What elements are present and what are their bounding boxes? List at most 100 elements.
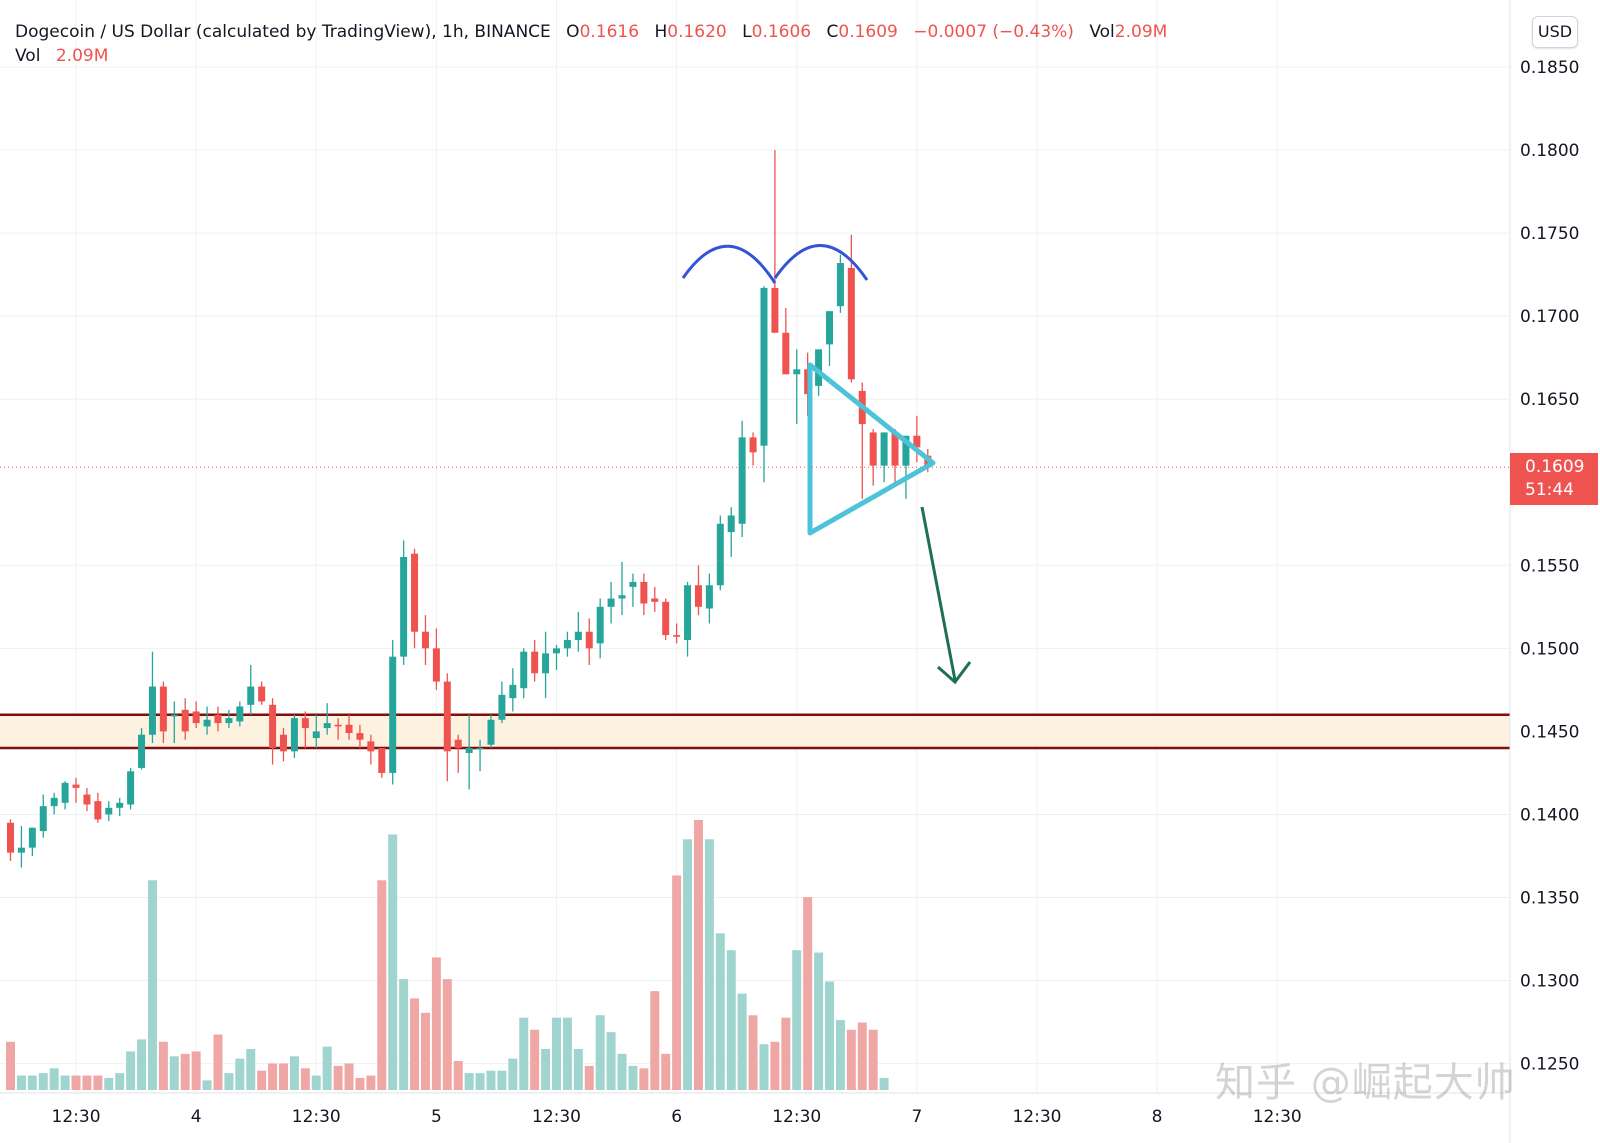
volume-bar: [115, 1073, 125, 1090]
volume-bar: [857, 1022, 867, 1090]
candle-body: [629, 581, 637, 587]
candle-body: [749, 437, 757, 453]
legend-open-value: 0.1616: [579, 22, 640, 42]
legend-open-label: O: [566, 22, 580, 42]
volume-bar: [224, 1073, 234, 1090]
volume-bar: [530, 1029, 540, 1090]
time-tick-label: 12:30: [772, 1107, 821, 1127]
candle-body: [280, 734, 287, 752]
candle-body: [432, 648, 440, 682]
last-price-tag: 0.1609 51:44: [1510, 453, 1598, 505]
volume-bar: [770, 1041, 780, 1090]
volume-bar: [726, 950, 736, 1090]
candle-body: [574, 631, 582, 641]
support-zone: [0, 714, 1510, 749]
candle-body: [94, 801, 102, 820]
volume-bar: [104, 1077, 114, 1090]
volume-bar: [71, 1075, 81, 1090]
volume-bar: [672, 875, 682, 1090]
candle-body: [28, 827, 36, 848]
volume-bar: [420, 1012, 430, 1090]
volume-bar: [431, 957, 441, 1090]
candle-body: [662, 601, 670, 636]
candle-body: [127, 771, 135, 805]
volume-bar: [82, 1075, 92, 1090]
legend-title: Dogecoin / US Dollar (calculated by Trad…: [15, 22, 551, 42]
candle-body: [585, 631, 593, 649]
candle-body: [356, 733, 364, 740]
time-tick-label: 4: [191, 1107, 202, 1127]
candle-body: [411, 553, 419, 632]
time-tick-label: 5: [431, 1107, 442, 1127]
volume-study-value: 2.09M: [55, 46, 109, 66]
volume-bar: [628, 1065, 638, 1090]
volume-bar: [158, 1041, 168, 1090]
volume-bar: [279, 1063, 288, 1090]
volume-bar: [235, 1058, 245, 1090]
volume-bar: [650, 991, 660, 1090]
volume-bar: [835, 1020, 845, 1090]
price-axis[interactable]: 0.1850 0.1800 0.1750 0.1700 0.1650 0.1550 0.15…: [1520, 58, 1579, 1075]
volume-bar: [519, 1017, 529, 1090]
candle-body: [83, 794, 91, 805]
candle-body: [116, 802, 124, 808]
volume-bar: [617, 1053, 627, 1090]
candle-body: [39, 806, 47, 832]
volume-bar: [475, 1073, 485, 1090]
volume-bar: [759, 1044, 769, 1090]
candle-body: [214, 714, 222, 724]
watermark-text: 知乎 @崛起大帅: [1215, 1060, 1516, 1106]
candles: [7, 150, 932, 868]
volume-bar: [606, 1032, 616, 1090]
volume-bar: [38, 1073, 48, 1090]
volume-bar: [399, 979, 409, 1090]
volume-bar: [442, 979, 452, 1090]
candle-body: [465, 748, 473, 753]
legend-row-volume: Vol 2.09M: [15, 44, 1167, 68]
volume-bar: [333, 1065, 343, 1090]
candle-body: [236, 706, 244, 722]
volume-bar: [508, 1058, 518, 1090]
candle-body: [389, 656, 397, 773]
volume-bar: [573, 1049, 583, 1090]
candle-body: [181, 709, 189, 732]
price-tick-label: 0.1450: [1520, 722, 1579, 742]
volume-bar: [792, 950, 802, 1090]
legend-row-main: Dogecoin / US Dollar (calculated by Trad…: [15, 20, 1167, 44]
candle-body: [105, 807, 113, 815]
legend-vol-label: Vol: [1089, 22, 1115, 42]
time-tick-label: 12:30: [292, 1107, 341, 1127]
volume-bar: [180, 1053, 190, 1090]
candle-body: [727, 515, 735, 533]
candle-body: [651, 598, 659, 602]
price-tick-label: 0.1550: [1520, 556, 1579, 576]
candle-body: [225, 718, 233, 724]
volume-bar: [846, 1029, 856, 1090]
grid-lines: [0, 0, 1510, 1093]
down-arrow-head: [937, 661, 972, 685]
volume-bar: [60, 1075, 70, 1090]
volume-bar: [147, 880, 157, 1090]
right-top-arc: [773, 244, 869, 281]
candle-body: [312, 731, 320, 739]
price-tick-label: 0.1750: [1520, 224, 1579, 244]
candle-body: [684, 585, 692, 641]
volume-bar: [803, 897, 813, 1090]
volume-bar: [584, 1065, 594, 1090]
volume-bar: [453, 1061, 463, 1090]
price-tick-label: 0.1700: [1520, 307, 1579, 327]
candle-body: [170, 714, 178, 717]
volume-bar: [639, 1068, 649, 1090]
volume-bar: [268, 1063, 278, 1090]
volume-bar: [825, 981, 834, 1090]
currency-button[interactable]: USD: [1532, 16, 1578, 48]
candle-body: [443, 681, 451, 752]
volume-bar: [257, 1070, 267, 1090]
candle-body: [673, 635, 681, 637]
time-axis[interactable]: 12:30 4 12:30 5 12:30 6 12:30 7 12:30 8 12:30: [52, 1107, 1302, 1127]
chart-legend: Dogecoin / US Dollar (calculated by Trad…: [15, 20, 1167, 68]
volume-bar: [169, 1056, 179, 1090]
legend-close-label: C: [826, 22, 839, 42]
candle-body: [269, 704, 277, 749]
